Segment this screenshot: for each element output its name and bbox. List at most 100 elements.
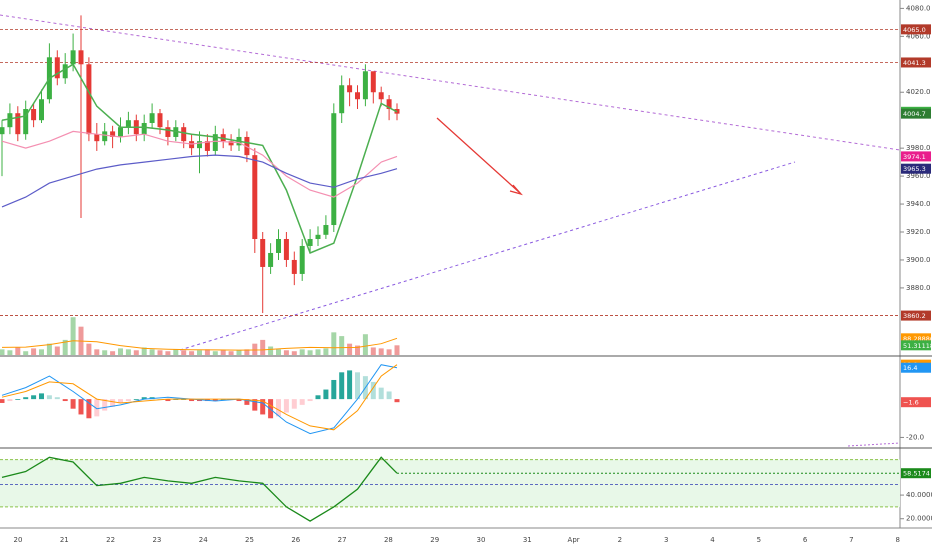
volume-bar (252, 343, 258, 355)
macd-line (1, 364, 398, 435)
macd-histogram-bar (291, 399, 297, 409)
macd-histogram-bar (244, 399, 250, 405)
candle-body (315, 234, 321, 239)
candle-body (39, 99, 44, 121)
macd-histogram-bar (118, 399, 123, 403)
candle-body (268, 252, 274, 267)
volume-bar (394, 345, 400, 355)
price-tag-label: 3860.2 (903, 312, 926, 320)
x-tick-label: 24 (199, 536, 208, 544)
volume-bar (149, 349, 155, 355)
rsi-line (1, 456, 398, 522)
price-tag-label: 4004.7 (903, 110, 926, 118)
candle-body (228, 141, 234, 146)
x-tick-label: 21 (60, 536, 69, 544)
volume-bar (133, 350, 139, 355)
x-tick-label: 4 (710, 536, 715, 544)
price-tag-label: 4065.0 (903, 26, 926, 34)
volume-bar (244, 349, 250, 355)
candle-body (291, 259, 297, 274)
y-tick-label: 3900.0 (906, 256, 931, 264)
macd-histogram-bar (31, 395, 37, 400)
volume-bar (307, 350, 313, 355)
volume-bar (283, 350, 289, 355)
candle-body (54, 57, 60, 79)
volume-bar (181, 350, 187, 355)
candle-body (204, 141, 210, 151)
macd-histogram-bar (347, 370, 353, 400)
volume-bar (276, 349, 281, 355)
macd-histogram-bar (141, 397, 147, 400)
x-tick-label: 8 (895, 536, 899, 544)
x-tick-label: 28 (384, 536, 393, 544)
candle-body (78, 50, 84, 65)
y-tick-label: 3940.0 (906, 200, 931, 208)
price-tag-label: 3974.1 (903, 153, 926, 161)
macd-histogram-bar (7, 399, 13, 402)
y-tick-label: 4080.0 (906, 4, 931, 12)
macd-histogram-bar (236, 399, 242, 402)
volume-bar (228, 351, 234, 355)
candle-body (15, 113, 21, 135)
volume-bar (204, 349, 210, 355)
y-tick-label: 3880.0 (906, 284, 931, 292)
macd-histogram-bar (133, 399, 139, 400)
macd-histogram-bar (386, 391, 392, 400)
macd-histogram-bar (276, 399, 281, 417)
y-tick-label: 3980.0 (906, 144, 931, 152)
macd-histogram-bar (15, 399, 21, 400)
macd-histogram-bar (46, 395, 52, 400)
macd-histogram-bar (355, 372, 360, 400)
trend-line (179, 161, 796, 351)
candle-body (244, 136, 250, 156)
volume-bar (102, 350, 108, 355)
volume-bar (125, 349, 131, 355)
x-tick-label: 3 (664, 536, 668, 544)
price-tag-label: 16.4 (903, 364, 917, 372)
volume-bar (110, 351, 116, 355)
volume-bar (39, 349, 44, 355)
x-tick-label: 31 (523, 536, 532, 544)
macd-histogram-bar (23, 397, 29, 400)
trend-line (847, 442, 901, 447)
volume-bar (370, 347, 376, 355)
candle-body (347, 85, 353, 93)
macd-histogram-bar (70, 399, 76, 409)
x-tick-label: 29 (430, 536, 439, 544)
candle-body (189, 141, 195, 149)
macd-histogram-bar (94, 399, 100, 417)
volume-bar (260, 339, 266, 355)
volume-bar (15, 347, 21, 355)
price-tag (901, 468, 931, 479)
x-tick-label: 20 (14, 536, 23, 544)
macd-histogram-bar (125, 399, 131, 402)
price-tag (901, 57, 931, 68)
volume-bar (23, 351, 29, 355)
price-tag-label: 51.31118 (903, 342, 932, 350)
candle-body (370, 71, 376, 93)
y-tick-label: 4060.0 (906, 32, 931, 40)
volume-bar (212, 351, 218, 355)
volume-bar (197, 350, 202, 355)
y-tick-label: -20.0 (906, 433, 924, 441)
volume-bar (386, 349, 392, 355)
x-tick-label: 22 (106, 536, 115, 544)
volume-bar (378, 348, 384, 355)
trend-line (0, 14, 901, 151)
candle-body (23, 109, 29, 135)
price-tag (901, 24, 931, 35)
macd-histogram-bar (212, 399, 218, 402)
candle-body (94, 134, 100, 142)
candle-body (70, 50, 76, 65)
candle-body (102, 131, 108, 142)
macd-histogram-bar (315, 395, 321, 400)
candle-body (181, 127, 187, 142)
macd-histogram-bar (394, 399, 400, 403)
candle-body (299, 245, 305, 274)
price-tag-label: −1.6 (903, 399, 919, 407)
price-tag-label: 3965.3 (903, 165, 926, 173)
x-tick-label: 7 (849, 536, 853, 544)
volume-bar (54, 346, 60, 355)
volume-bar (355, 345, 360, 355)
